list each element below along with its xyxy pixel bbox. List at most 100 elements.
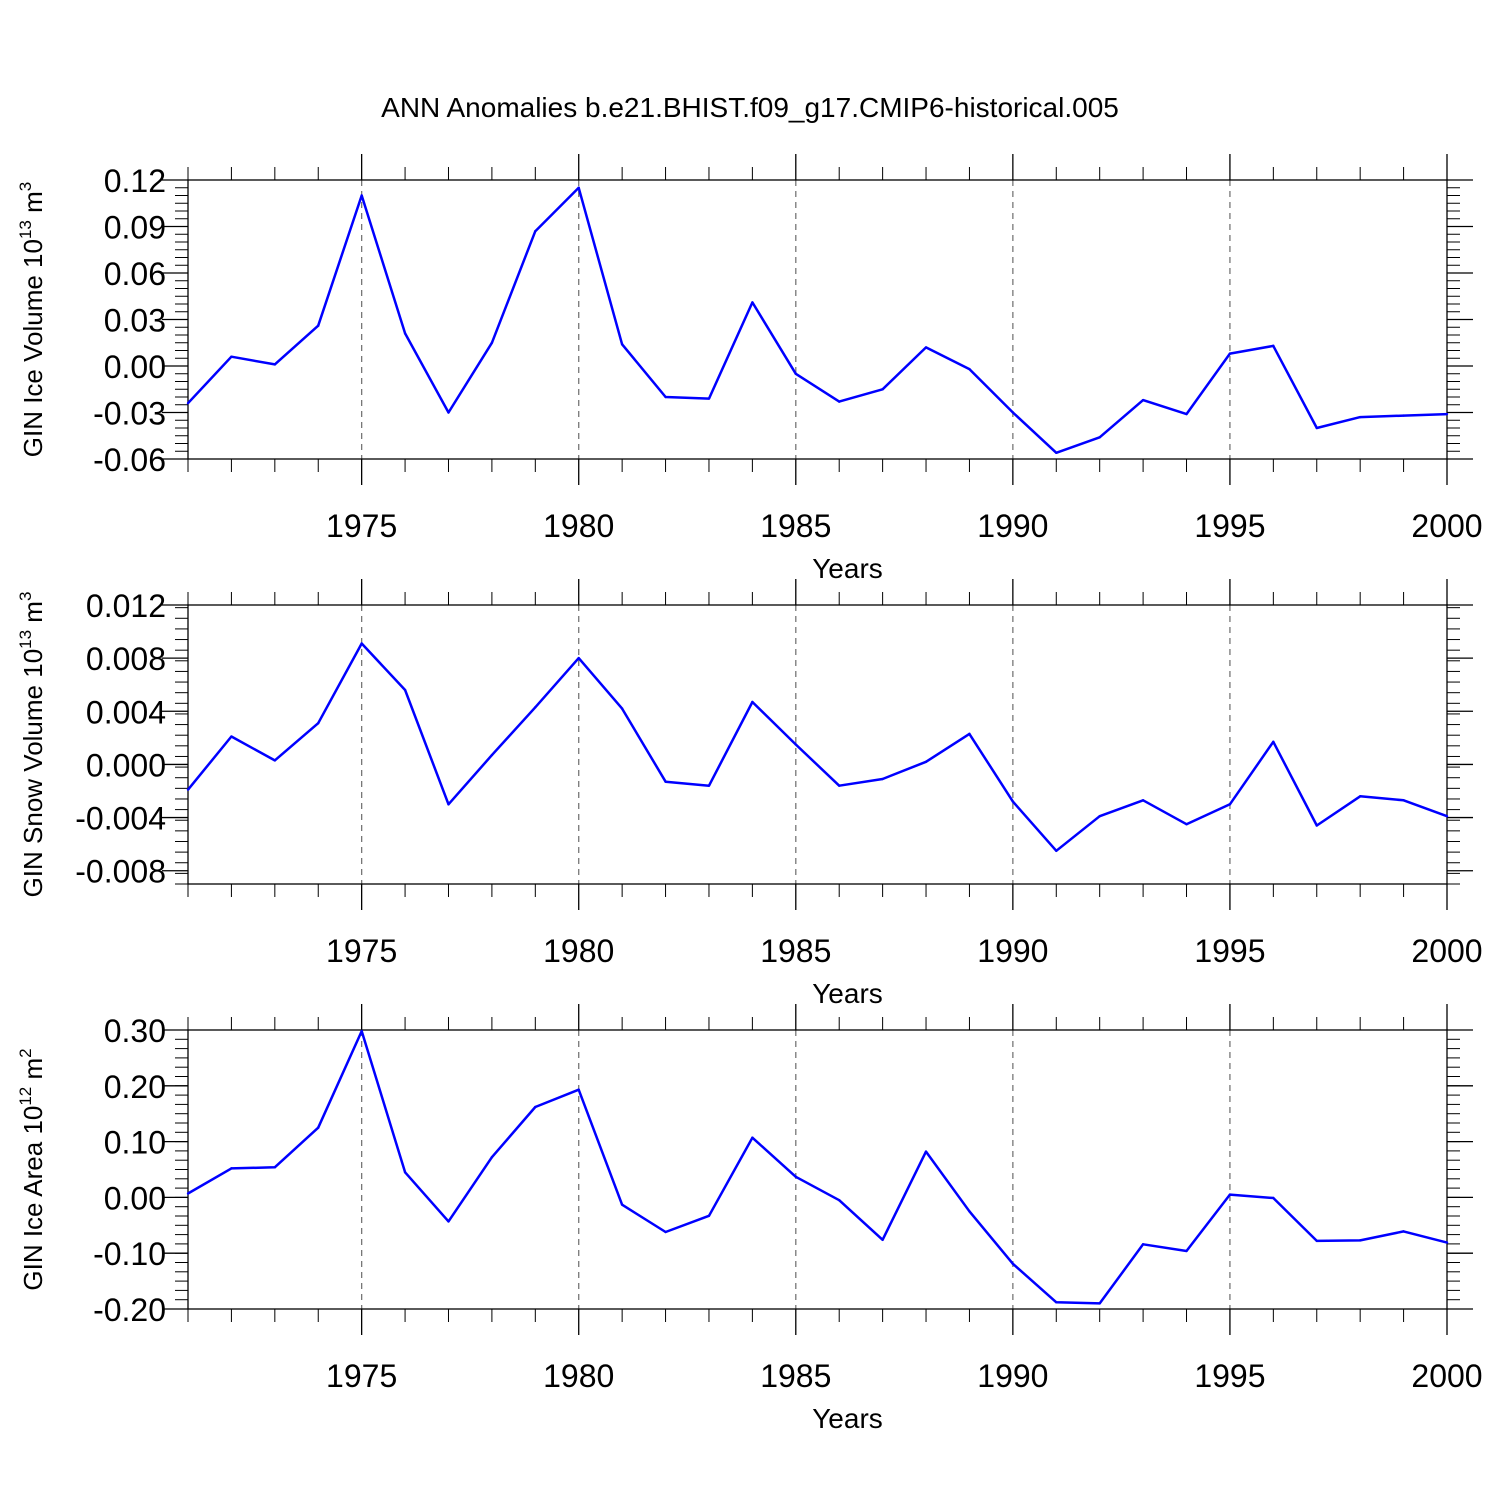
plot-frame	[187, 604, 1448, 885]
data-point	[1402, 414, 1405, 417]
y-axis-label-unit: m	[18, 191, 48, 220]
data-point	[1055, 1301, 1058, 1304]
chart-panel-1: 1975 1980 1985 1990 1995 2000 0.12 0.09 0.06 0.03…	[16, 154, 1483, 584]
series-line	[187, 186, 1448, 455]
data-point	[360, 1029, 363, 1033]
y-tick-label: 0.012	[86, 588, 166, 624]
x-tick-label: 1985	[760, 508, 831, 544]
data-point	[186, 1192, 190, 1195]
data-point	[751, 1136, 754, 1139]
data-point	[707, 1214, 711, 1218]
data-point	[447, 1220, 450, 1223]
data-point	[620, 343, 624, 346]
data-point	[838, 400, 841, 403]
data-point	[273, 363, 277, 366]
data-point	[794, 1175, 797, 1178]
x-axis-label: Years	[812, 1403, 883, 1434]
data-point	[1272, 1196, 1275, 1200]
chart-panel-2: 1975 1980 1985 1990 1995 2000 0.012 0.008 0.004 0…	[16, 579, 1483, 1009]
data-point	[1358, 795, 1362, 798]
series-line	[187, 1029, 1448, 1305]
x-tick-label: 1975	[326, 508, 397, 544]
data-point	[1011, 1262, 1015, 1266]
data-point	[317, 722, 320, 725]
data-point	[490, 1156, 494, 1159]
data-point	[403, 688, 407, 692]
x-tick-label: 1990	[977, 508, 1048, 544]
data-point	[534, 1105, 537, 1109]
data-point	[924, 346, 928, 349]
data-point	[1315, 426, 1318, 430]
y-axis-label-unit: m	[18, 1058, 48, 1087]
y-tick-label: 0.10	[104, 1125, 166, 1161]
data-point	[620, 1203, 624, 1206]
data-point	[186, 788, 190, 791]
data-point	[1402, 799, 1405, 802]
y-axis-label: GIN Snow Volume 1013 m3	[16, 592, 48, 898]
data-point	[230, 355, 233, 358]
data-point	[751, 301, 754, 304]
x-tick-label: 1980	[543, 1358, 614, 1394]
data-point	[534, 706, 537, 709]
y-tick-label: 0.00	[104, 1180, 166, 1216]
data-point	[794, 743, 797, 746]
data-point	[1445, 1241, 1449, 1244]
y-tick-label: 0.004	[86, 694, 166, 730]
y-axis-label-exp1: 12	[16, 1087, 35, 1106]
data-point	[881, 1238, 884, 1242]
y-axis-label-base: GIN Snow Volume 10	[18, 649, 48, 898]
y-tick-label: -0.06	[93, 442, 166, 478]
data-point	[751, 700, 754, 704]
y-axis-label: GIN Ice Area 1012 m2	[16, 1048, 48, 1290]
y-tick-label: 0.00	[104, 349, 166, 385]
data-point	[881, 777, 884, 781]
data-point	[577, 186, 580, 189]
y-axis-label-exp2: 2	[16, 1048, 35, 1057]
data-point	[838, 784, 841, 787]
data-point	[403, 332, 407, 335]
data-point	[1228, 352, 1232, 355]
x-tick-label: 1985	[760, 1358, 831, 1394]
y-tick-label: 0.000	[86, 747, 166, 783]
data-point	[360, 194, 363, 197]
data-point	[1358, 415, 1362, 419]
x-tick-label: 1985	[760, 933, 831, 969]
data-point	[1272, 740, 1275, 744]
data-point	[273, 759, 277, 762]
x-tick-label: 1990	[977, 933, 1048, 969]
data-point	[664, 1230, 667, 1234]
data-point	[1185, 823, 1188, 826]
figure-title: ANN Anomalies b.e21.BHIST.f09_g17.CMIP6-…	[381, 92, 1119, 123]
plot-frame	[187, 179, 1448, 460]
data-point	[1228, 803, 1232, 806]
data-point	[317, 1126, 320, 1129]
y-axis-label-unit: m	[18, 601, 48, 630]
data-point	[924, 1150, 928, 1153]
data-point	[230, 735, 233, 738]
x-axis-label: Years	[812, 978, 883, 1009]
data-point	[1098, 815, 1101, 818]
data-point	[317, 324, 320, 327]
data-point	[881, 388, 884, 391]
data-point	[924, 760, 928, 763]
x-axis-label: Years	[812, 553, 883, 584]
y-axis-label-exp1: 13	[16, 220, 35, 239]
data-point	[1185, 412, 1188, 416]
x-tick-label: 1975	[326, 933, 397, 969]
y-tick-label: 0.30	[104, 1013, 166, 1049]
data-point	[664, 780, 667, 783]
data-point	[1141, 1243, 1145, 1246]
y-tick-label: 0.12	[104, 163, 166, 199]
y-tick-label: -0.008	[75, 854, 166, 890]
data-point	[707, 397, 711, 400]
data-point	[1228, 1193, 1232, 1196]
x-tick-label: 1995	[1194, 933, 1265, 969]
x-tick-label: 2000	[1411, 933, 1482, 969]
data-point	[1185, 1249, 1188, 1253]
data-point	[1445, 815, 1449, 818]
data-point	[403, 1171, 407, 1174]
data-point	[794, 372, 797, 375]
data-point	[490, 753, 494, 757]
x-tick-label: 1990	[977, 1358, 1048, 1394]
x-tick-label: 2000	[1411, 1358, 1482, 1394]
